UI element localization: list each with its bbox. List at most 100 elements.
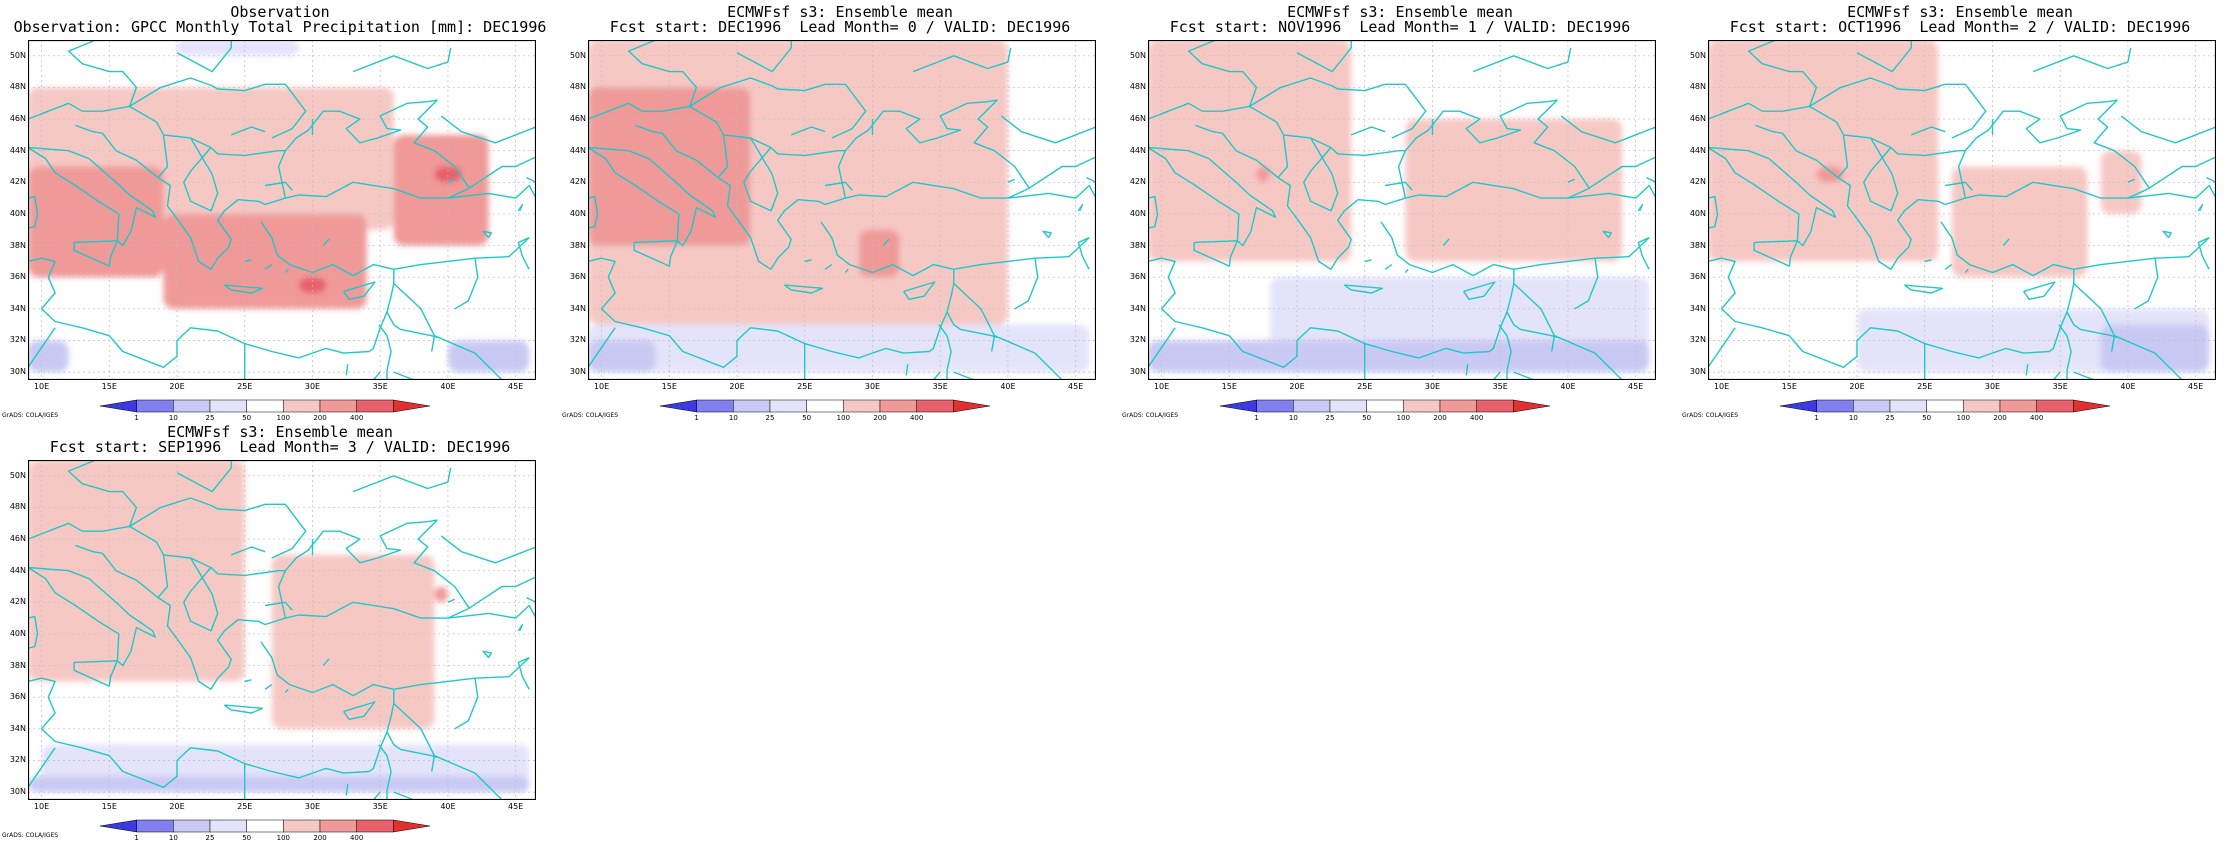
coastline (28, 40, 138, 120)
anomaly-region (2100, 150, 2142, 214)
colorbar-label: 25 (205, 414, 215, 422)
lat-tick-label: 46N (1689, 114, 1706, 124)
lon-tick-label: 10E (1153, 382, 1170, 391)
lon-tick-label: 15E (101, 802, 117, 811)
lat-tick-label: 30N (569, 367, 586, 377)
lat-tick-label: 36N (1129, 272, 1146, 282)
coastline (393, 237, 530, 270)
colorbar-label: 400 (349, 414, 364, 422)
coastline (743, 137, 779, 212)
coastline (1193, 240, 1239, 267)
lat-tick-label: 42N (9, 597, 26, 607)
lat-tick-label: 48N (569, 82, 586, 92)
coastline (1924, 259, 1932, 263)
lat-tick-label: 36N (569, 272, 586, 282)
lat-tick-label: 42N (9, 177, 26, 187)
lat-tick-label: 50N (9, 50, 26, 60)
coastline (1944, 264, 1953, 270)
colorbar-segment (2036, 399, 2074, 413)
colorbar-segment (393, 399, 431, 413)
coastline (953, 237, 1090, 270)
colorbar-segment (356, 399, 394, 413)
colorbar-segment (356, 819, 394, 833)
coastline (517, 623, 524, 632)
coastline (1940, 221, 2075, 353)
coastline (1910, 126, 1946, 136)
coastline (372, 371, 381, 380)
coastline (2147, 156, 2216, 190)
coastline (1195, 124, 1589, 271)
coastline (73, 660, 119, 687)
lon-tick-label: 45E (508, 382, 524, 391)
colorbar-label: 50 (802, 414, 812, 422)
coastline (434, 755, 503, 800)
panel-title: Observation (230, 3, 330, 21)
coastline (1007, 178, 1015, 183)
colorbar-segment (2073, 399, 2111, 413)
map-panel: ECMWFsf s3: Ensemble mean Fcst start: SEP… (0, 420, 560, 842)
coastline (1637, 237, 1650, 270)
lon-tick-label: 25E (1357, 382, 1373, 391)
lon-tick-label: 45E (2188, 382, 2204, 391)
lat-tick-label: 36N (1689, 272, 1706, 282)
colorbar-segment (246, 819, 284, 833)
colorbar-label: 1 (134, 834, 139, 842)
coastline (1903, 284, 1944, 294)
anomaly-region (2100, 324, 2210, 373)
lat-tick-label: 46N (9, 114, 26, 124)
lon-tick-label: 30E (1424, 382, 1441, 391)
coastline (2197, 203, 2204, 212)
anomaly-region (1951, 166, 2088, 278)
coastline (2066, 311, 2118, 338)
colorbar-label: 200 (873, 414, 887, 422)
lat-tick-label: 46N (1129, 114, 1146, 124)
coastline (2025, 364, 2029, 376)
anomaly-region (1256, 166, 1270, 183)
coastline (1014, 258, 1039, 310)
coastline (1148, 257, 1490, 368)
colorbar-segment (1779, 399, 1817, 413)
coastline (1148, 146, 1277, 247)
colorbar-label: 25 (765, 414, 775, 422)
coastline (1587, 156, 1656, 190)
coastline (264, 684, 273, 690)
coastline (1249, 77, 1427, 139)
coastline (284, 688, 289, 693)
lat-tick-label: 32N (569, 335, 586, 345)
lon-tick-label: 35E (1492, 382, 1508, 391)
coastline (1964, 268, 1969, 273)
coastline (1384, 264, 1393, 270)
lat-tick-label: 32N (1689, 335, 1706, 345)
coastline (1863, 137, 1899, 212)
colorbar-label: 1 (694, 414, 699, 422)
anomaly-region (271, 554, 435, 729)
coastline (1000, 115, 1096, 144)
coastline (588, 146, 717, 247)
coastline (264, 264, 273, 270)
colorbar-segment (806, 399, 844, 413)
map-frame (588, 40, 1096, 380)
coastline (1498, 324, 1512, 380)
lat-tick-label: 44N (1129, 145, 1146, 155)
coastline (2073, 371, 2095, 380)
lon-tick-label: 15E (101, 382, 117, 391)
colorbar-segment (1476, 399, 1514, 413)
panel-title: ECMWFsf s3: Ensemble mean (1287, 3, 1513, 21)
coastline (1148, 195, 1159, 229)
anomaly-region (1816, 166, 1844, 183)
coastline (2127, 184, 2216, 199)
lat-tick-label: 30N (1689, 367, 1706, 377)
lon-tick-label: 15E (661, 382, 677, 391)
coastline (783, 284, 824, 294)
map-panel: Observation Observation: GPCC Monthly Tot… (0, 0, 560, 422)
coastline (447, 604, 536, 619)
coastline (264, 601, 293, 611)
colorbar-segment (1256, 399, 1294, 413)
coastlines (1148, 40, 1656, 380)
coastline (994, 335, 1063, 380)
colorbar-label: 25 (205, 834, 215, 842)
coastline (28, 460, 138, 540)
coastline (129, 77, 307, 139)
lon-tick-label: 10E (33, 382, 50, 391)
lon-tick-label: 30E (1984, 382, 2001, 391)
